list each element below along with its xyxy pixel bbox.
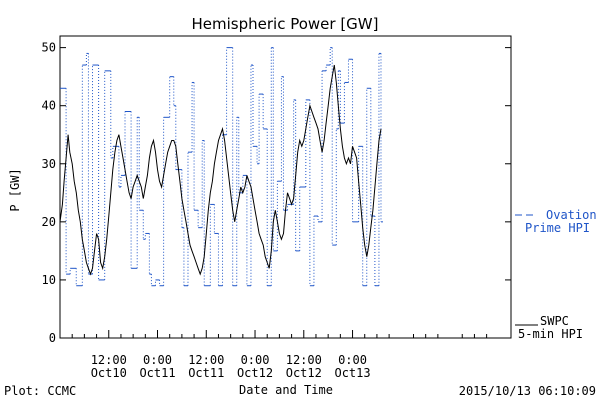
x-tick-label-date: Oct10 — [91, 366, 127, 380]
y-tick-label: 0 — [49, 331, 56, 345]
x-tick-label-date: Oct13 — [334, 366, 370, 380]
y-tick-label: 10 — [42, 273, 56, 287]
x-axis-label: Date and Time — [239, 383, 333, 397]
x-tick-label-time: 12:00 — [286, 353, 322, 367]
y-axis-label: P [GW] — [8, 168, 22, 211]
y-tick-label: 20 — [42, 215, 56, 229]
x-tick-label-time: 0:00 — [338, 353, 367, 367]
y-tick-label: 50 — [42, 41, 56, 55]
x-tick-label-time: 12:00 — [91, 353, 127, 367]
y-tick-label: 30 — [42, 157, 56, 171]
legend-swpc: SWPC 5-min HPI — [515, 314, 583, 341]
x-tick-label-date: Oct11 — [139, 366, 175, 380]
x-ticks: 12:00Oct100:00Oct1112:00Oct110:00Oct1212… — [71, 330, 488, 380]
legend-swpc-label-1: SWPC — [540, 314, 569, 328]
plot-frame — [59, 35, 512, 339]
y-tick-label: 40 — [42, 99, 56, 113]
x-tick-label-time: 0:00 — [143, 353, 172, 367]
series-swpc-line — [59, 64, 382, 276]
x-tick-label-date: Oct12 — [237, 366, 273, 380]
chart-title: Hemispheric Power [GW] — [192, 15, 379, 33]
series-layer — [59, 47, 384, 287]
x-tick-label-time: 12:00 — [188, 353, 224, 367]
x-tick-label-date: Oct11 — [188, 366, 224, 380]
footer-credit: Plot: CCMC — [4, 384, 76, 398]
legend-ovation-label-2: Prime HPI — [525, 221, 590, 235]
series-ovation — [60, 47, 384, 287]
axes — [59, 35, 512, 339]
legend-ovation-label-1: Ovation — [546, 208, 597, 222]
legend-ovation: Ovation Prime HPI — [515, 208, 597, 235]
footer-timestamp: 2015/10/13 06:10:09 — [459, 384, 596, 398]
x-tick-label-date: Oct12 — [286, 366, 322, 380]
y-ticks: 0 10 20 30 40 50 — [42, 41, 511, 345]
legend-swpc-label-2: 5-min HPI — [518, 327, 583, 341]
x-tick-label-time: 0:00 — [241, 353, 270, 367]
